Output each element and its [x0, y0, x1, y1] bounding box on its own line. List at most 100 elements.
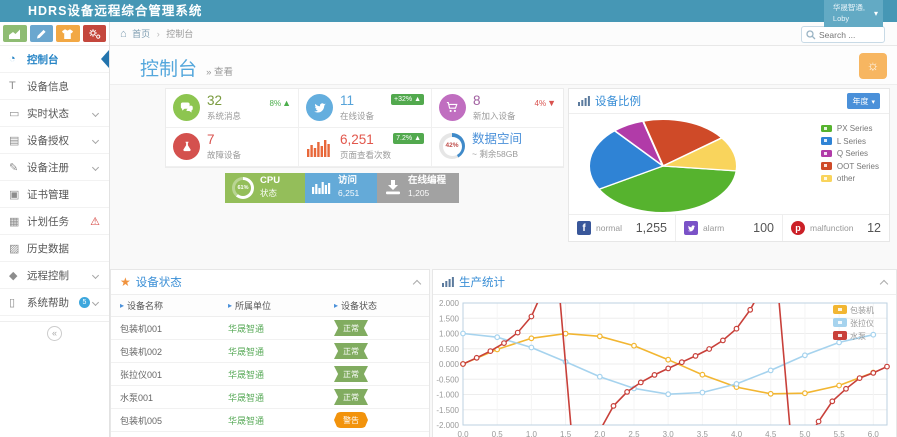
sidebar-item-label: 控制台 [27, 53, 59, 66]
table-row[interactable]: 包装机002 华晟智通 正常 [111, 340, 429, 363]
stat-value: 11 [340, 93, 355, 108]
shortcut-shirt-icon[interactable] [56, 25, 80, 42]
svg-text:-2.000: -2.000 [436, 421, 459, 430]
svg-text:3.5: 3.5 [697, 430, 709, 437]
svg-text:0.5: 0.5 [492, 430, 504, 437]
sidebar: ◔ 控制台 T 设备信息 ▭ 实时状态 ▤ 设备授权 ✎ 设备注册 ▣ 证书管理… [0, 22, 110, 437]
stat-value: 8 [473, 93, 481, 108]
shortcut-pencil-icon[interactable] [29, 25, 53, 42]
svg-text:3.0: 3.0 [663, 430, 675, 437]
legend-item[interactable]: other [820, 174, 879, 183]
trend-value: 4% [534, 98, 547, 108]
trend-badge: 7.2% ▲ [393, 133, 424, 144]
sidebar-item-scheduled-tasks[interactable]: ▦ 计划任务 ⚠ [0, 208, 109, 235]
stat-label: 系统消息 [207, 110, 242, 121]
twitter-icon [684, 221, 698, 235]
stat-card-page-views: 6,251 页面查看次数 7.2% ▲ [299, 128, 432, 167]
bars-icon [312, 179, 332, 197]
count-badge: 5 [79, 296, 90, 308]
sidebar-item-console[interactable]: ◔ 控制台 [0, 46, 109, 73]
sidebar-item-device-register[interactable]: ✎ 设备注册 [0, 154, 109, 181]
column-status: 设备状态 [341, 301, 378, 311]
trend-up-icon: ▲ [414, 96, 421, 103]
edit-icon: ✎ [9, 161, 19, 174]
sidebar-collapse-button[interactable]: « [47, 326, 62, 341]
sidebar-item-device-auth[interactable]: ▤ 设备授权 [0, 127, 109, 154]
shortcut-gears-icon[interactable] [82, 25, 106, 42]
stat-label: 页面查看次数 [340, 149, 392, 160]
legend-item[interactable]: PX Series [820, 124, 879, 133]
svg-text:0.000: 0.000 [439, 360, 460, 369]
svg-text:1.5: 1.5 [560, 430, 572, 437]
breadcrumb: ⌂ 首页 › 控制台 [120, 22, 193, 46]
user-menu[interactable]: 华晟智通, Loby ▾ [823, 0, 883, 27]
online-value: 1,205 [408, 188, 430, 199]
chevron-down-icon: ▾ [873, 9, 878, 18]
trend-value: 8% [269, 98, 282, 108]
breadcrumb-home[interactable]: 首页 [132, 29, 151, 39]
table-row[interactable]: 包装机005 华晟智通 警告 [111, 409, 429, 432]
monitor-icon: ▭ [9, 107, 20, 120]
visits-block: 访问 6,251 [305, 173, 377, 203]
svg-text:-0.500: -0.500 [436, 375, 459, 384]
progress-ring: 42% [439, 133, 465, 159]
settings-button[interactable]: ☼ [859, 53, 887, 79]
search-icon [806, 30, 816, 40]
collapse-panel-icon[interactable] [879, 279, 889, 288]
user-name: Loby [832, 13, 850, 23]
stat-label: 新加入设备 [473, 110, 516, 121]
svg-text:1.500: 1.500 [439, 314, 460, 323]
cpu-status-block: 61% CPU 状态 [225, 173, 305, 203]
chevron-down-icon: ▾ [871, 98, 875, 106]
twitter-icon [306, 94, 333, 121]
table-row[interactable]: 水泵001 华晟智通 正常 [111, 386, 429, 409]
app-header: HDRS设备远程综合管理系统 [0, 0, 897, 22]
table-row[interactable]: 张拉仪001 华晟智通 正常 [111, 363, 429, 386]
status-badge: 正常 [334, 389, 368, 405]
text-icon: T [9, 80, 16, 92]
svg-text:5.0: 5.0 [799, 430, 811, 437]
pinterest-icon: p [791, 221, 805, 235]
legend-item[interactable]: Q Series [820, 149, 879, 158]
image-icon: ▨ [9, 242, 20, 255]
collapse-panel-icon[interactable] [412, 279, 422, 288]
production-line-chart: 2.000 1.500 1.000 0.500 0.000 -0.500 -1.000 -1.… [436, 299, 890, 437]
sidebar-item-device-info[interactable]: T 设备信息 [0, 73, 109, 100]
trend-up-icon: ▲ [282, 98, 291, 108]
sidebar-item-remote-control[interactable]: ◆ 远程控制 [0, 262, 109, 289]
legend-item[interactable]: OOT Series [820, 162, 879, 171]
cart-icon [439, 94, 466, 121]
cpu-progress-ring: 61% [232, 177, 254, 199]
cpu-title: CPU [260, 175, 281, 187]
legend-swatch [820, 149, 832, 158]
online-title: 在线编程 [408, 175, 447, 187]
star-icon: ★ [120, 275, 131, 289]
stat-value: 6,251 [340, 132, 374, 147]
svg-text:4.5: 4.5 [765, 430, 777, 437]
facebook-icon: f [577, 221, 591, 235]
sidebar-item-cert-mgmt[interactable]: ▣ 证书管理 [0, 181, 109, 208]
warning-icon: ⚠ [90, 215, 100, 228]
ratio-footer: f normal 1,255 alarm 100 p malfunction 12 [569, 214, 889, 241]
svg-text:0.0: 0.0 [457, 430, 469, 437]
page-title: 控制台 [140, 59, 198, 80]
period-filter-button[interactable]: 年度 ▾ [847, 93, 880, 109]
stat-value: 32 [207, 93, 223, 108]
search-box [801, 26, 885, 43]
stat-sub: ~ 剩余58GB [472, 148, 519, 159]
table-header: ▸ 设备名称 ▸ 所属单位 ▸ 设备状态 [111, 295, 429, 317]
sidebar-item-label: 计划任务 [27, 215, 69, 228]
table-row[interactable]: 包装机001 华晟智通 正常 [111, 317, 429, 340]
sidebar-item-system-help[interactable]: ▯ 系统帮助 5 [0, 289, 109, 316]
file-icon: ▯ [9, 296, 16, 309]
svg-text:2.5: 2.5 [628, 430, 640, 437]
stat-value: 7 [207, 132, 215, 147]
legend-item[interactable]: L Series [820, 137, 879, 146]
sidebar-item-history-data[interactable]: ▨ 历史数据 [0, 235, 109, 262]
sidebar-item-realtime-status[interactable]: ▭ 实时状态 [0, 100, 109, 127]
shortcut-area-chart-icon[interactable] [3, 25, 27, 42]
search-input[interactable] [819, 27, 881, 42]
pie-chart-area: PX Series L Series Q Series OOT Series o… [569, 114, 889, 214]
sidebar-item-label: 设备授权 [27, 134, 69, 147]
pie-legend: PX Series L Series Q Series OOT Series o… [820, 124, 879, 187]
